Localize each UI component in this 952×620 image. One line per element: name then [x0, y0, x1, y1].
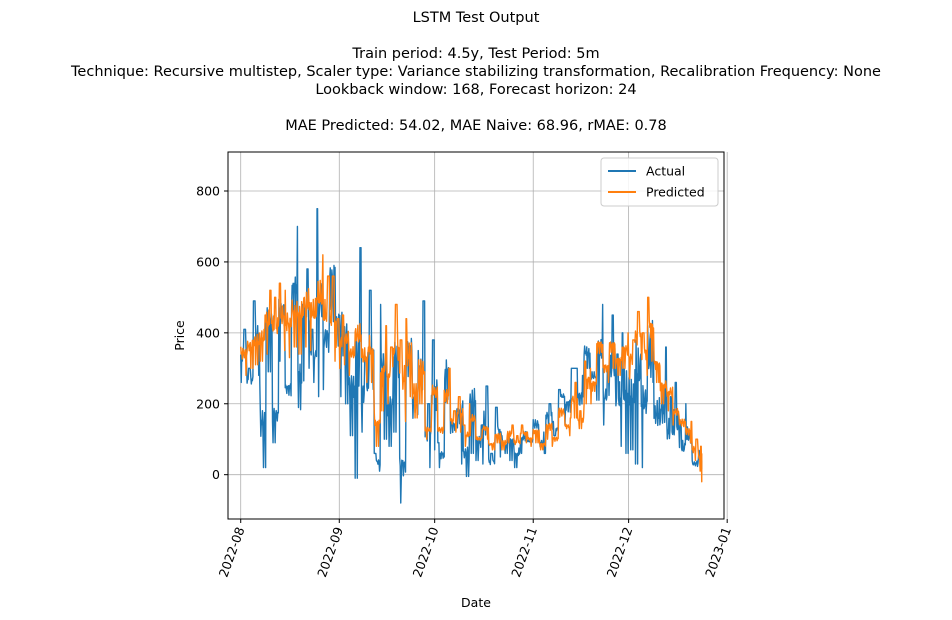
y-axis-ticks: 0 200 400 600 800 — [196, 184, 228, 482]
chart-title: LSTM Test Output Train period: 4.5y, Test… — [70, 10, 881, 134]
axes-frame — [227, 151, 725, 520]
title-line-3: Technique: Recursive multistep, Scaler t… — [70, 64, 881, 80]
x-axis-ticks: 2022-08 2022-09 2022-10 2022-11 2022-12 2023-… — [216, 519, 734, 579]
x-tick-label: 2022-10 — [410, 525, 442, 579]
x-tick-label: 2023-01 — [702, 525, 734, 579]
y-tick-label: 800 — [196, 184, 220, 199]
legend-label-actual: Actual — [646, 164, 685, 179]
y-axis-label: Price — [172, 320, 187, 351]
legend-label-predicted: Predicted — [646, 185, 705, 200]
y-tick-label: 600 — [196, 254, 220, 269]
series-line-actual — [240, 208, 703, 504]
x-tick-label: 2022-11 — [508, 525, 540, 579]
y-tick-label: 0 — [212, 467, 220, 482]
legend: Actual Predicted — [600, 157, 719, 207]
y-tick-label: 400 — [196, 325, 220, 340]
title-line-2: Train period: 4.5y, Test Period: 5m — [351, 46, 599, 62]
title-line-0: LSTM Test Output — [413, 10, 540, 26]
x-axis-label: Date — [461, 595, 491, 610]
plot-area — [240, 208, 703, 504]
series-lines — [240, 208, 703, 504]
x-tick-label: 2022-09 — [314, 525, 346, 579]
x-tick-label: 2022-12 — [603, 525, 635, 579]
x-tick-label: 2022-08 — [216, 525, 248, 579]
y-tick-label: 200 — [196, 396, 220, 411]
title-line-6: MAE Predicted: 54.02, MAE Naive: 68.96, … — [285, 118, 667, 134]
title-line-4: Lookback window: 168, Forecast horizon: … — [315, 82, 636, 98]
series-line-predicted — [240, 254, 703, 483]
